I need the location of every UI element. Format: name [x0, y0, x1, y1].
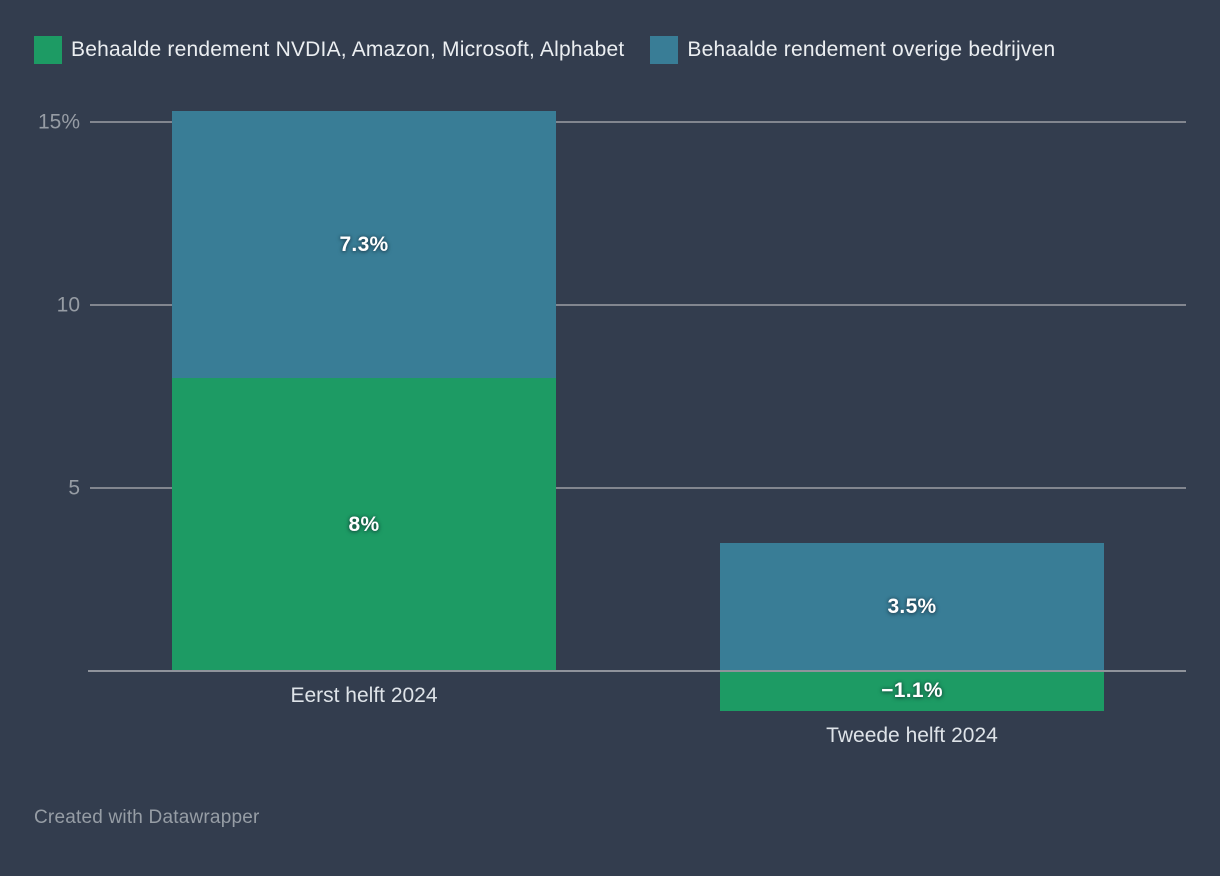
bar-segment: −1.1% — [720, 671, 1104, 712]
gridline — [90, 121, 1186, 123]
gridline — [90, 487, 1186, 489]
plot-area: 15% 10 5 8% 7.3% Eerst helft 2024 −1.1% 3.5% Twe… — [38, 0, 1186, 780]
legend-item: Behaalde rendement NVDIA, Amazon, Micros… — [34, 36, 624, 64]
legend-label: Behaalde rendement overige bedrijven — [687, 38, 1056, 61]
bar-value-label: 3.5% — [887, 594, 937, 618]
zero-baseline — [88, 670, 1186, 672]
bar-segment: 8% — [172, 378, 556, 671]
bar-value-label: 8% — [348, 512, 380, 536]
chart-legend: Behaalde rendement NVDIA, Amazon, Micros… — [34, 36, 1055, 64]
x-axis-category-label: Eerst helft 2024 — [290, 684, 438, 707]
bar-segment: 7.3% — [172, 111, 556, 379]
x-axis-category-label: Tweede helft 2024 — [826, 724, 998, 748]
legend-swatch-icon — [650, 36, 679, 64]
bar-value-label: −1.1% — [881, 679, 943, 703]
gridline — [90, 304, 1186, 306]
y-axis-tick-label: 15% — [37, 110, 80, 134]
legend-swatch-icon — [34, 36, 62, 64]
bar-value-label: 7.3% — [339, 232, 389, 256]
legend-item: Behaalde rendement overige bedrijven — [650, 36, 1055, 64]
datawrapper-credit: Created with Datawrapper — [34, 807, 260, 828]
y-axis-tick-label: 10 — [56, 293, 80, 317]
bar-segment: 3.5% — [720, 542, 1104, 671]
legend-label: Behaalde rendement NVDIA, Amazon, Micros… — [71, 38, 625, 61]
y-axis-tick-label: 5 — [68, 476, 80, 500]
